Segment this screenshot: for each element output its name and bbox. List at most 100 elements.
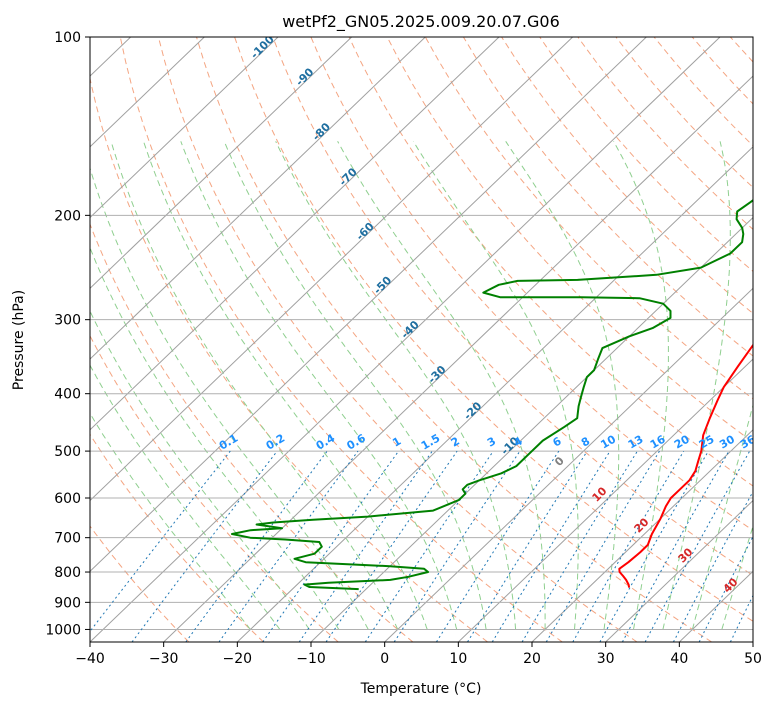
mixing-ratio-label: 1.5 (419, 432, 442, 453)
dewpoint-profile (231, 199, 753, 591)
x-tick-label: 0 (380, 651, 389, 667)
moist-adiabat (223, 141, 487, 630)
moist-adiabat (412, 141, 579, 630)
moist-adiabat (691, 403, 753, 630)
y-tick-label: 600 (54, 491, 81, 507)
mixing-ratio-line (131, 450, 278, 642)
isotherm-label: -30 (425, 363, 448, 386)
mixing-ratio-line (621, 450, 730, 642)
moist-adiabat (143, 141, 428, 630)
y-axis-label: Pressure (hPa) (11, 290, 27, 390)
mixing-ratio-line (698, 535, 753, 642)
mixing-ratio-line (393, 450, 521, 642)
dry-adiabat (501, 37, 753, 315)
temperature-profile (618, 343, 753, 588)
y-tick-label: 900 (54, 595, 81, 611)
y-tick-label: 100 (54, 30, 81, 46)
mixing-ratio-line (491, 450, 611, 642)
x-tick-label: 20 (523, 651, 541, 667)
mixing-ratio-label: 16 (648, 432, 668, 451)
x-tick-label: 50 (744, 651, 762, 667)
mixing-ratio-label: 0.4 (314, 431, 338, 452)
y-tick-label: 800 (54, 565, 81, 581)
isotherm-line (90, 37, 721, 642)
mixing-ratio-line (467, 450, 588, 642)
mixing-ratio-line (218, 450, 359, 642)
mixing-ratio-label: 3 (485, 435, 498, 450)
mixing-ratio-line (599, 450, 709, 642)
dry-adiabat (119, 37, 563, 642)
isotherm-line (236, 146, 753, 642)
y-tick-label: 700 (54, 531, 81, 547)
y-tick-label: 200 (54, 208, 81, 224)
isotherm-label: -60 (354, 220, 377, 243)
mixing-ratio-line (364, 450, 494, 642)
dry-adiabat (691, 37, 753, 105)
isotherm-line (752, 641, 753, 642)
mixing-ratio-line (572, 450, 685, 642)
moist-adiabat-label: 20 (632, 515, 652, 535)
mixing-ratio-line (90, 450, 231, 633)
isotherm-line (531, 429, 753, 642)
dry-adiabat (348, 37, 753, 487)
mixing-ratio-line (298, 450, 433, 642)
isotherm-line (0, 37, 57, 642)
moist-adiabat (90, 412, 251, 630)
mixing-ratio-label: 36 (738, 432, 758, 451)
y-tick-label: 300 (54, 313, 81, 329)
isotherm-line (90, 37, 647, 572)
isotherm-line (310, 216, 753, 642)
dry-adiabat (310, 37, 753, 532)
plot-frame (89, 36, 754, 643)
x-tick-label: 40 (670, 651, 688, 667)
x-tick-label: −20 (223, 651, 253, 667)
x-tick-label: 10 (449, 651, 467, 667)
isotherm-label: -80 (310, 120, 333, 143)
y-tick-label: 1000 (45, 622, 81, 638)
dry-adiabat (769, 37, 775, 642)
mixing-ratio-label: 25 (697, 433, 717, 452)
dry-adiabat (653, 37, 753, 147)
mixing-ratio-label: 30 (717, 432, 737, 451)
dry-adiabat (462, 37, 753, 357)
moist-adiabat-label: 10 (590, 484, 610, 504)
isotherm-label: -90 (293, 65, 316, 88)
mixing-ratio-line (435, 450, 560, 642)
dry-adiabat (90, 525, 190, 642)
moist-adiabat (662, 141, 731, 630)
moist-adiabat (90, 364, 281, 630)
moist-adiabat (275, 141, 517, 630)
mixing-ratio-line (729, 594, 753, 642)
isotherm-label: -70 (337, 165, 360, 188)
x-tick-label: −30 (149, 651, 179, 667)
mixing-ratio-label: 13 (626, 433, 646, 452)
mixing-ratio-label: 10 (598, 432, 618, 451)
y-tick-label: 500 (54, 444, 81, 460)
mixing-ratio-label: 0.2 (264, 432, 287, 453)
mixing-ratio-line (644, 450, 751, 642)
isotherm-line (678, 570, 753, 642)
mixing-ratio-line (185, 450, 328, 642)
mixing-ratio-label: 1 (390, 435, 403, 450)
moist-adiabat-label: 0 (552, 454, 567, 469)
dry-adiabat (90, 76, 488, 642)
mixing-ratio-label: 8 (579, 435, 592, 450)
x-tick-label: 30 (597, 651, 615, 667)
dry-adiabat (90, 222, 414, 642)
isotherm-line (90, 37, 353, 289)
mixing-ratio-line (545, 450, 660, 642)
x-tick-label: −40 (75, 651, 105, 667)
isotherm-line (90, 37, 205, 148)
isotherm-label: -50 (371, 273, 394, 296)
moist-adiabat (90, 166, 369, 630)
isotherm-label: -20 (461, 399, 484, 422)
isotherm-line (90, 37, 500, 431)
mixing-ratio-line (325, 450, 458, 642)
chart-title: wetPf2_GN05.2025.009.20.07.G06 (282, 12, 560, 32)
mixing-ratio-line (521, 450, 638, 642)
moist-adiabat-label: 30 (676, 545, 696, 565)
isotherm-line (605, 499, 753, 642)
mixing-ratio-label: 6 (550, 434, 563, 449)
mixing-ratio-line (262, 450, 400, 642)
